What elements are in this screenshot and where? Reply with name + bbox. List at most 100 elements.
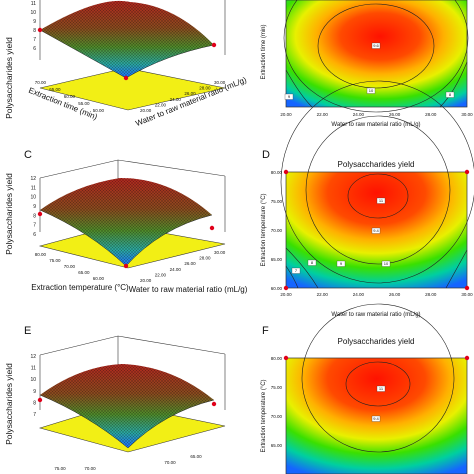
contour-label: 8 <box>311 260 314 265</box>
surface-edge <box>39 394 215 449</box>
z-tick-label: 8 <box>33 213 36 219</box>
x-tick-label: 70.00 <box>64 264 76 269</box>
y-tick-label: 60.00 <box>271 286 283 291</box>
data-point <box>464 285 470 291</box>
contour-line <box>301 303 455 453</box>
contour-label-box <box>366 87 376 94</box>
x-tick-label: 65.00 <box>49 87 61 92</box>
z-tick-label: 7 <box>33 412 36 418</box>
contour-label: 8 <box>449 92 452 97</box>
data-point <box>209 225 215 231</box>
x-tick-label: 50.00 <box>93 108 105 113</box>
x-tick-label: 60.00 <box>64 94 76 99</box>
z-tick-label: 6 <box>33 232 36 238</box>
y-axis-label: Extraction time (min) <box>261 24 267 79</box>
y-axis-label: Extraction temperature (°C) <box>261 379 267 452</box>
y-tick-label: 22.00 <box>155 102 167 107</box>
chart-title: Polysaccharides yield <box>338 160 415 169</box>
panel-contour-d: D Polysaccharides yield 11 9.4 10 9 8 7 20.00… <box>261 80 474 318</box>
x-tick-label: 75.00 <box>49 258 61 263</box>
contour-label: 11 <box>379 198 384 203</box>
z-tick-label: 10 <box>30 195 36 201</box>
contour-label-box <box>307 259 317 266</box>
contour-label-box <box>371 227 381 234</box>
contour-label-box <box>284 93 294 100</box>
contour-label-box <box>371 415 381 422</box>
z-tick-label: 12 <box>30 176 36 182</box>
x-tick-label: 22.00 <box>317 292 329 297</box>
contour-label-box <box>291 267 301 274</box>
y-tick-label: 24.00 <box>170 267 182 272</box>
y-tick-label: 20.00 <box>140 278 152 283</box>
z-tick-label: 7 <box>33 223 36 229</box>
y-tick-label: 20.00 <box>140 108 152 113</box>
contour-line <box>285 265 299 289</box>
floor-plane <box>39 67 226 111</box>
contour-label: 9 <box>340 261 343 266</box>
panel-surface-c: C 12 11 10 9 8 7 6 Polysaccharides yield 80.00… <box>4 149 248 294</box>
data-point <box>211 42 217 48</box>
contour-line <box>439 61 468 108</box>
x-tick-label: 65.00 <box>78 270 90 275</box>
z-tick-label: 12 <box>30 354 36 360</box>
data-point <box>283 169 289 175</box>
x-tick-label: 20.00 <box>280 292 292 297</box>
panel-letter: F <box>262 325 269 337</box>
contour-label: 9.6 <box>373 43 379 48</box>
x-tick-label: 70.00 <box>35 80 47 85</box>
contour-label: 10 <box>384 261 389 266</box>
contour-line <box>345 361 411 407</box>
contour-label: 9.4 <box>373 416 379 421</box>
data-point <box>123 75 129 81</box>
x-tick-label: 80.00 <box>35 252 47 257</box>
z-tick-label: 10 <box>30 10 36 16</box>
y-tick-label: 24.00 <box>170 97 182 102</box>
contour-label-box <box>336 260 346 267</box>
y-tick-label: 30.00 <box>214 80 226 85</box>
x-tick-label: 28.00 <box>425 292 437 297</box>
z-tick-label: 9 <box>33 204 36 210</box>
x-tick-label: 22.00 <box>317 112 329 117</box>
x-tick-label: 26.00 <box>389 112 401 117</box>
x-tick-label: 24.00 <box>353 112 365 117</box>
panel-letter: C <box>24 149 32 161</box>
contour-line <box>285 69 313 108</box>
y-tick-label: 26.00 <box>184 91 196 96</box>
y-tick-label: 70.00 <box>271 228 283 233</box>
x-tick-label: 28.00 <box>425 112 437 117</box>
contour-label-box <box>371 42 381 49</box>
x-tick-label: 30.00 <box>461 112 473 117</box>
panel-surface-e: E 12 11 10 9 8 7 Polysaccharides yield 75.00 7… <box>4 325 226 471</box>
y-tick-label: 65.00 <box>190 454 202 459</box>
data-point <box>283 355 289 361</box>
y-tick-label: 30.00 <box>214 250 226 255</box>
y-tick-label: 75.00 <box>271 199 283 204</box>
x-tick-label: 30.00 <box>461 292 473 297</box>
z-tick-label: 9 <box>33 389 36 395</box>
contour-label: 11 <box>379 386 384 391</box>
x-tick-label: 75.00 <box>54 466 66 471</box>
contour-label-box <box>376 385 386 392</box>
x-axis-label: Extraction temperature (°C) <box>31 283 129 292</box>
contour-label: 9.4 <box>373 228 379 233</box>
x-tick-label: 70.00 <box>84 466 96 471</box>
x-axis-label: Water to raw material ratio (mL/g) <box>331 122 420 128</box>
panel-contour-1: 9.6 10 9 8 20.00 22.00 24.00 26.00 28.00 30.00 W… <box>261 0 473 128</box>
contour-label: 9 <box>288 94 291 99</box>
data-point <box>37 211 43 217</box>
data-point <box>464 355 470 361</box>
contour-label: 10 <box>369 88 374 93</box>
heatmap-field <box>286 0 467 107</box>
y-tick-label: 75.00 <box>271 385 283 390</box>
x-tick-label: 55.00 <box>78 101 90 106</box>
x-axis-label: Water to raw material ratio (mL/g) <box>331 312 420 318</box>
z-tick-label: 8 <box>33 28 36 34</box>
panel-letter: E <box>24 325 31 337</box>
y-tick-label: 70.00 <box>271 414 283 419</box>
contour-label-box <box>445 91 455 98</box>
contour-line <box>317 3 435 89</box>
z-axis-label: Polysaccharides yield <box>4 363 14 445</box>
z-axis-label: Polysaccharides yield <box>4 173 14 255</box>
z-axis-label: Polysaccharides yield <box>4 37 14 119</box>
